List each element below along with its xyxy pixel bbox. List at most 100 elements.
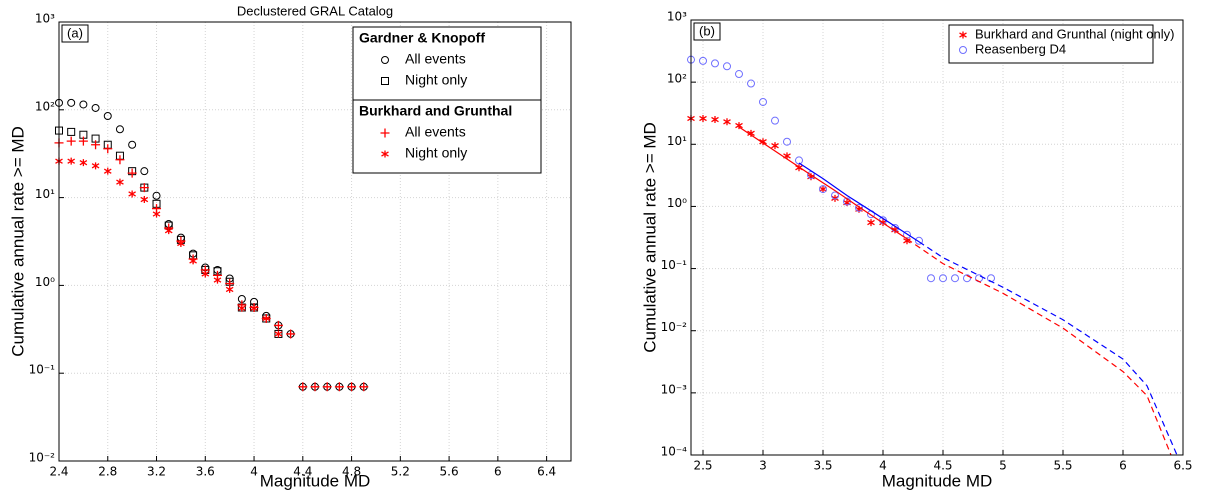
marker-cross	[91, 162, 100, 170]
data-point	[238, 304, 246, 312]
marker-cross	[699, 114, 707, 122]
marker-cross	[711, 116, 719, 124]
marker-cross	[322, 382, 332, 392]
data-point	[963, 274, 971, 283]
marker-cross	[189, 257, 197, 265]
marker-circle	[951, 274, 959, 283]
marker-circle	[699, 56, 707, 65]
data-point	[711, 116, 719, 124]
legend-marker	[381, 56, 389, 64]
marker-cross	[152, 210, 161, 218]
data-point	[915, 236, 923, 245]
marker-circle	[795, 156, 803, 165]
data-point	[177, 240, 185, 248]
annotation-box	[693, 22, 721, 41]
data-point	[91, 140, 101, 150]
chart-title: Declustered GRAL Catalog	[237, 3, 393, 18]
data-point	[867, 219, 875, 227]
marker-circle	[735, 70, 743, 79]
marker-circle	[140, 167, 149, 176]
data-point	[771, 142, 779, 150]
data-point	[286, 329, 296, 339]
y-tick-label: 10⁻¹	[661, 258, 688, 272]
data-point	[262, 314, 271, 322]
y-tick-label: 10⁰	[35, 275, 55, 289]
data-point	[164, 227, 173, 235]
marker-circle	[855, 203, 863, 212]
data-point	[274, 330, 283, 338]
data-point	[91, 162, 100, 170]
legend-marker	[381, 150, 389, 158]
marker-cross	[347, 382, 357, 392]
y-tick-label: 10⁰	[667, 196, 687, 210]
data-point	[819, 185, 827, 194]
marker-circle	[915, 236, 923, 245]
marker-circle	[711, 59, 719, 68]
x-tick-label: 4.4	[293, 465, 312, 479]
data-point	[152, 210, 161, 218]
marker-circle	[927, 274, 935, 283]
x-tick-label: 3.2	[147, 465, 166, 479]
data-point	[78, 136, 88, 146]
x-axis-label: Magnitude MD	[882, 471, 993, 490]
marker-cross	[759, 138, 767, 146]
fit-line	[798, 162, 920, 243]
y-tick-label: 10¹	[667, 134, 687, 148]
marker-circle	[91, 103, 100, 112]
marker-cross	[139, 183, 149, 193]
marker-cross	[225, 285, 234, 293]
marker-cross	[116, 178, 124, 186]
marker-cross	[771, 142, 779, 150]
marker-circle	[115, 125, 124, 134]
data-point	[189, 257, 197, 265]
marker-cross	[250, 304, 258, 312]
data-point	[79, 100, 88, 109]
data-point	[807, 171, 815, 180]
data-point	[103, 144, 113, 154]
marker-circle	[67, 98, 76, 107]
legend-label: All events	[405, 124, 466, 140]
marker-cross	[334, 382, 344, 392]
legend-group-title: Burkhard and Grunthal	[359, 103, 512, 119]
marker-circle	[831, 191, 839, 200]
x-tick-label: 4.5	[933, 459, 952, 473]
marker-cross	[359, 382, 369, 392]
marker-cross	[103, 144, 113, 154]
axes-frame	[690, 19, 1184, 456]
marker-cross	[831, 194, 839, 202]
x-tick-label: 6.5	[1173, 459, 1192, 473]
marker-cross	[381, 150, 389, 158]
y-tick-label: 10⁻⁴	[661, 445, 688, 459]
data-point	[723, 118, 731, 126]
x-tick-label: 5.6	[440, 465, 459, 479]
marker-circle	[723, 62, 731, 71]
marker-cross	[819, 185, 827, 193]
data-point	[723, 62, 731, 71]
data-point	[310, 382, 320, 392]
x-tick-label: 4	[250, 465, 258, 479]
data-point	[139, 183, 149, 193]
data-point	[783, 137, 791, 146]
x-tick-label: 3	[759, 459, 767, 473]
y-tick-label: 10²	[667, 72, 687, 86]
x-tick-label: 4.8	[342, 465, 361, 479]
data-point	[831, 194, 839, 202]
y-tick-label: 10¹	[35, 187, 55, 201]
data-point	[711, 59, 719, 68]
marker-square	[381, 77, 389, 85]
legend-box	[948, 24, 1154, 64]
data-point	[771, 116, 779, 125]
marker-cross	[78, 136, 88, 146]
marker-circle	[128, 140, 137, 149]
data-point	[201, 270, 210, 278]
marker-cross	[380, 128, 390, 138]
y-tick-label: 10²	[35, 99, 55, 113]
marker-circle	[807, 171, 815, 180]
data-point	[819, 185, 827, 193]
marker-circle	[381, 56, 389, 64]
data-point	[115, 155, 125, 165]
legend-label: Reasenberg D4	[975, 41, 1066, 56]
marker-cross	[959, 31, 967, 39]
data-point	[67, 157, 76, 165]
